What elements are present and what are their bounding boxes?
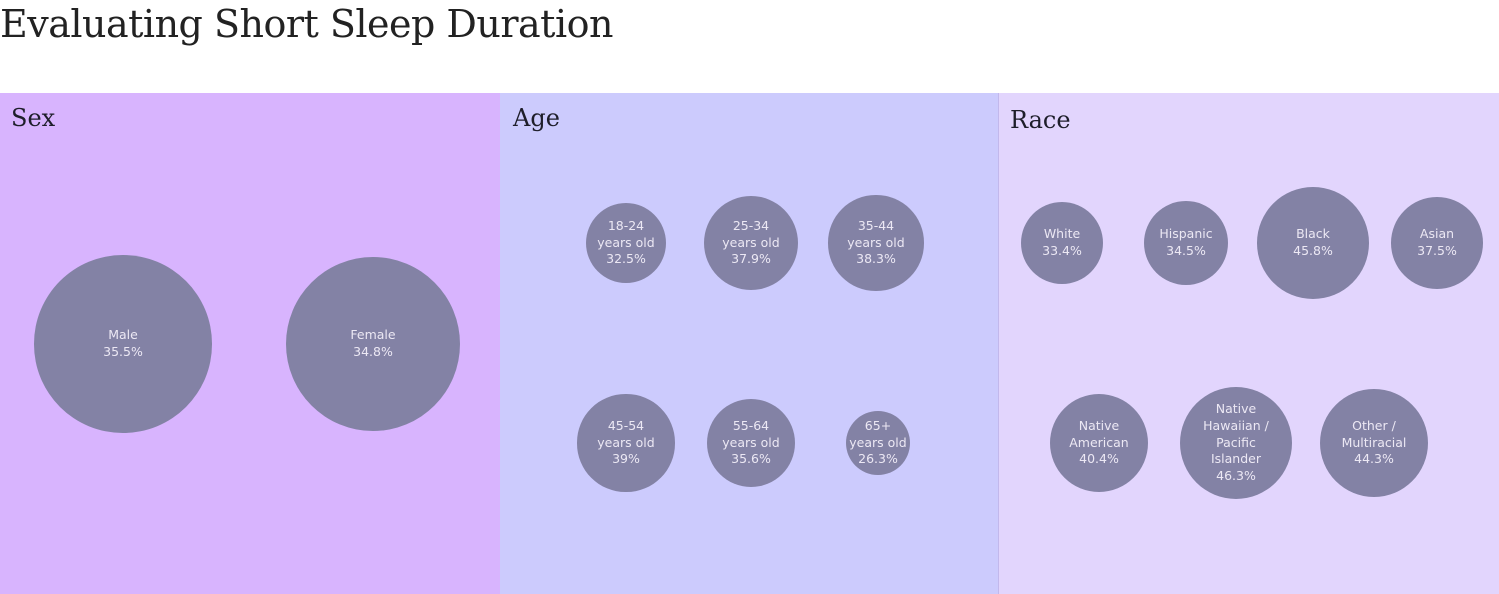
bubble-race-1: Hispanic 34.5% bbox=[1143, 200, 1229, 286]
panel-title-sex: Sex bbox=[11, 104, 56, 132]
bubble-label: 45-54 years old 39% bbox=[597, 417, 655, 467]
bubble-age-4: 55-64 years old 35.6% bbox=[706, 398, 796, 488]
bubble-age-5: 65+ years old 26.3% bbox=[846, 411, 910, 475]
bubble-label: 55-64 years old 35.6% bbox=[722, 417, 780, 467]
bubble-sex-1: Female 34.8% bbox=[286, 257, 460, 431]
bubble-label: Native American 40.4% bbox=[1069, 417, 1129, 467]
bubble-label: White 33.4% bbox=[1042, 226, 1082, 258]
bubble-race-5: Native Hawaiian / Pacific Islander 46.3% bbox=[1179, 386, 1293, 500]
bubble-age-2: 35-44 years old 38.3% bbox=[828, 195, 924, 291]
bubble-label: Black 45.8% bbox=[1293, 226, 1333, 258]
bubble-race-0: White 33.4% bbox=[1021, 202, 1103, 284]
bubble-label: 65+ years old 26.3% bbox=[849, 417, 907, 467]
bubble-label: Asian 37.5% bbox=[1417, 226, 1457, 258]
bubble-race-6: Other / Multiracial 44.3% bbox=[1319, 388, 1429, 498]
bubble-race-4: Native American 40.4% bbox=[1049, 393, 1149, 493]
bubble-label: Native Hawaiian / Pacific Islander 46.3% bbox=[1203, 401, 1269, 484]
bubble-sex-0: Male 35.5% bbox=[34, 255, 212, 433]
panel-title-age: Age bbox=[513, 104, 560, 132]
bubble-label: 25-34 years old 37.9% bbox=[722, 217, 780, 267]
bubble-label: Other / Multiracial 44.3% bbox=[1341, 417, 1407, 467]
bubble-age-0: 18-24 years old 32.5% bbox=[585, 202, 667, 284]
bubble-label: Female 34.8% bbox=[350, 327, 396, 359]
bubble-age-1: 25-34 years old 37.9% bbox=[703, 195, 799, 291]
bubble-age-3: 45-54 years old 39% bbox=[577, 394, 675, 492]
panel-sex: Sex Male 35.5% Female 34.8% bbox=[0, 93, 500, 594]
panel-age: Age 18-24 years old 32.5% 25-34 years old… bbox=[500, 93, 999, 594]
panel-title-race: Race bbox=[1010, 106, 1071, 134]
bubble-label: 18-24 years old 32.5% bbox=[597, 217, 655, 267]
chart-title: Evaluating Short Sleep Duration bbox=[0, 2, 613, 46]
panel-race: Race White 33.4% Hispanic 34.5% Black 45.8… bbox=[999, 93, 1499, 594]
bubble-label: 35-44 years old 38.3% bbox=[847, 217, 905, 267]
bubble-race-3: Asian 37.5% bbox=[1391, 197, 1483, 289]
bubble-race-2: Black 45.8% bbox=[1257, 187, 1369, 299]
bubble-label: Hispanic 34.5% bbox=[1159, 226, 1213, 258]
bubble-label: Male 35.5% bbox=[103, 327, 143, 359]
